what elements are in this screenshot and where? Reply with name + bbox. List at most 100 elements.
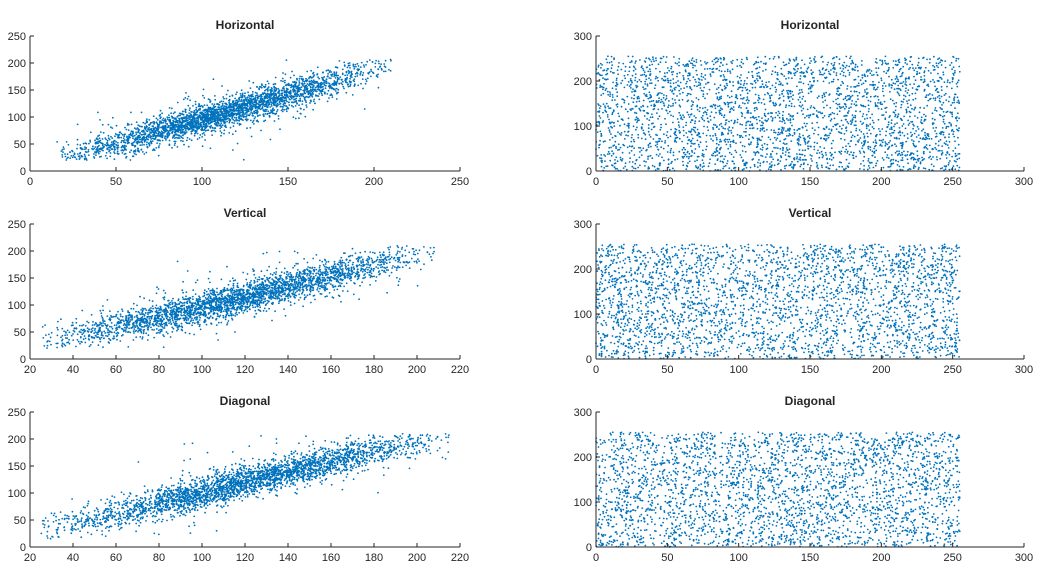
data-point	[155, 135, 157, 137]
data-point	[162, 133, 164, 135]
data-point	[801, 110, 803, 112]
data-point	[251, 101, 253, 103]
data-point	[250, 120, 252, 122]
data-point	[907, 133, 909, 135]
data-point	[779, 94, 781, 96]
data-point	[131, 143, 133, 145]
data-point	[746, 58, 748, 60]
data-point	[743, 131, 745, 133]
data-point	[128, 138, 130, 140]
data-point	[218, 108, 220, 110]
data-point	[307, 96, 309, 98]
data-point	[628, 127, 630, 129]
data-point	[106, 158, 108, 160]
data-point	[110, 152, 112, 154]
data-point	[760, 148, 762, 150]
data-point	[954, 140, 956, 142]
data-point	[712, 68, 714, 70]
data-point	[637, 134, 639, 136]
data-point	[846, 100, 848, 102]
data-point	[302, 83, 304, 85]
data-point	[283, 88, 285, 90]
data-point	[300, 108, 302, 110]
data-point	[891, 122, 893, 124]
data-point	[777, 115, 779, 117]
data-point	[601, 158, 603, 160]
data-point	[658, 155, 660, 157]
data-point	[240, 116, 242, 118]
data-point	[182, 137, 184, 139]
data-point	[908, 124, 910, 126]
data-point	[866, 114, 868, 116]
data-point	[69, 157, 71, 159]
data-point	[237, 122, 239, 124]
data-point	[203, 132, 205, 134]
data-point	[650, 79, 652, 81]
data-point	[309, 96, 311, 98]
data-point	[65, 156, 67, 158]
data-point	[223, 129, 225, 131]
data-point	[845, 145, 847, 147]
data-point	[742, 169, 744, 171]
data-point	[176, 121, 178, 123]
data-point	[837, 90, 839, 92]
data-point	[653, 100, 655, 102]
data-point	[170, 112, 172, 114]
data-point	[801, 59, 803, 61]
data-point	[879, 134, 881, 136]
data-point	[343, 88, 345, 90]
data-point	[306, 71, 308, 73]
data-point	[863, 82, 865, 84]
data-point	[844, 139, 846, 141]
data-point	[752, 76, 754, 78]
data-point	[91, 148, 93, 150]
data-point	[678, 112, 680, 114]
data-point	[686, 95, 688, 97]
data-point	[620, 82, 622, 84]
data-point	[316, 74, 318, 76]
data-point	[938, 145, 940, 147]
data-point	[737, 134, 739, 136]
data-point	[62, 156, 64, 158]
data-point	[902, 144, 904, 146]
data-point	[919, 72, 921, 74]
data-point	[326, 93, 328, 95]
data-point	[757, 99, 759, 101]
data-point	[831, 154, 833, 156]
data-point	[325, 80, 327, 82]
data-point	[185, 116, 187, 118]
data-point	[775, 91, 777, 93]
data-point	[191, 139, 193, 141]
data-point	[804, 100, 806, 102]
data-point	[894, 143, 896, 145]
data-point	[945, 99, 947, 101]
data-point	[230, 103, 232, 105]
data-point	[604, 105, 606, 107]
data-point	[911, 64, 913, 66]
data-point	[187, 105, 189, 107]
data-point	[177, 135, 179, 137]
data-point	[124, 145, 126, 147]
data-point	[853, 117, 855, 119]
data-point	[234, 117, 236, 119]
data-point	[810, 60, 812, 62]
data-point	[242, 93, 244, 95]
data-point	[147, 139, 149, 141]
data-point	[894, 123, 896, 125]
data-point	[644, 60, 646, 62]
data-point	[824, 73, 826, 75]
data-point	[643, 93, 645, 95]
data-point	[157, 119, 159, 121]
data-point	[231, 112, 233, 114]
data-point	[599, 140, 601, 142]
data-point	[340, 82, 342, 84]
data-point	[778, 84, 780, 86]
data-point	[907, 106, 909, 108]
data-point	[233, 113, 235, 115]
data-point	[687, 162, 689, 164]
data-point	[239, 107, 241, 109]
data-point	[946, 157, 948, 159]
data-point	[307, 83, 309, 85]
data-point	[853, 152, 855, 154]
data-point	[601, 160, 603, 162]
